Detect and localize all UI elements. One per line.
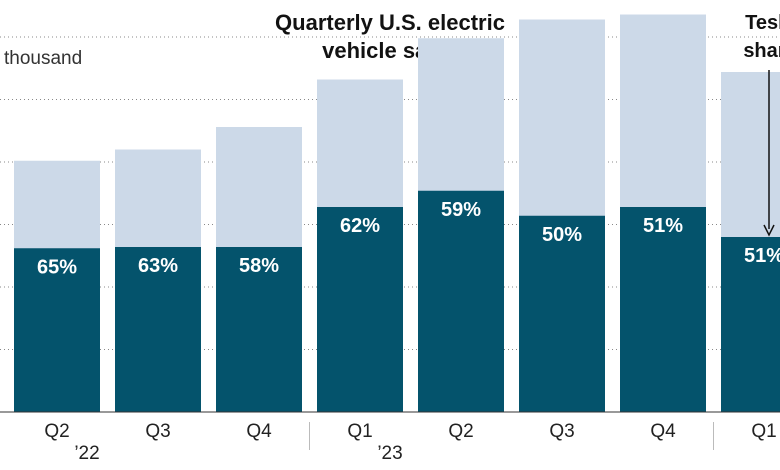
- x-tick-label-4: Q2: [448, 421, 473, 442]
- tesla-share-label-2: 58%: [239, 255, 279, 277]
- tesla-share-label-1: 63%: [138, 255, 178, 277]
- annotation-line-2: share: [743, 40, 780, 62]
- y-axis-unit-label: thousand: [4, 48, 83, 69]
- tesla-share-label-0: 65%: [37, 256, 77, 278]
- year-label-1: ’23: [377, 443, 402, 464]
- bar-tesla-2: [216, 247, 302, 412]
- x-tick-label-3: Q1: [347, 421, 372, 442]
- x-tick-label-7: Q1: [751, 421, 776, 442]
- x-tick-label-5: Q3: [549, 421, 574, 442]
- bar-tesla-5: [519, 215, 605, 412]
- x-tick-label-0: Q2: [44, 421, 69, 442]
- bar-tesla-6: [620, 207, 706, 412]
- tesla-share-label-6: 51%: [643, 215, 683, 237]
- bar-tesla-0: [14, 248, 100, 412]
- tesla-share-label-5: 50%: [542, 224, 582, 246]
- tesla-share-label-3: 62%: [340, 215, 380, 237]
- bar-tesla-7: [721, 237, 780, 412]
- tesla-share-label-4: 59%: [441, 199, 481, 221]
- bar-tesla-3: [317, 207, 403, 412]
- x-tick-label-2: Q4: [246, 421, 272, 442]
- x-tick-label-1: Q3: [145, 421, 170, 442]
- annotation-line-1: Tesla: [745, 12, 780, 34]
- annotation-arrow-head: [763, 224, 775, 237]
- chart-title-line-1: Quarterly U.S. electric: [275, 10, 505, 35]
- bar-tesla-1: [115, 247, 201, 412]
- x-tick-label-6: Q4: [650, 421, 676, 442]
- tesla-share-label-7: 51%: [744, 245, 780, 267]
- year-label-0: ’22: [74, 443, 99, 464]
- bar-tesla-4: [418, 190, 504, 412]
